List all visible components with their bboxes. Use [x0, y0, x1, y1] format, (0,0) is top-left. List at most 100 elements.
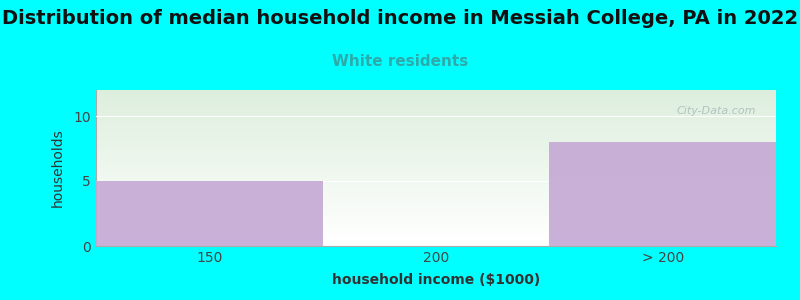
Bar — [96, 127, 776, 128]
Bar — [96, 178, 776, 179]
Bar — [96, 243, 776, 244]
Bar — [96, 167, 776, 168]
Bar — [96, 110, 776, 111]
Bar — [96, 210, 776, 211]
Bar — [96, 93, 776, 94]
Bar — [96, 200, 776, 201]
Bar — [96, 227, 776, 228]
Bar — [96, 130, 776, 131]
Bar — [96, 242, 776, 243]
Bar — [96, 192, 776, 193]
Bar — [96, 183, 776, 184]
Bar — [96, 222, 776, 223]
Bar — [96, 235, 776, 236]
Bar — [96, 109, 776, 110]
Bar — [96, 145, 776, 146]
Bar — [96, 162, 776, 163]
Bar — [96, 211, 776, 212]
Bar — [96, 121, 776, 122]
Bar — [96, 114, 776, 115]
Bar — [96, 209, 776, 210]
Bar — [96, 233, 776, 234]
Bar — [96, 237, 776, 238]
Bar — [96, 217, 776, 218]
Bar — [96, 112, 776, 113]
Bar — [96, 98, 776, 99]
Bar — [96, 118, 776, 119]
Bar — [96, 147, 776, 148]
Bar — [96, 213, 776, 214]
Bar — [96, 90, 776, 91]
Bar — [96, 234, 776, 235]
Bar — [96, 244, 776, 245]
Bar — [96, 111, 776, 112]
Bar — [96, 141, 776, 142]
Y-axis label: households: households — [51, 129, 65, 207]
Bar — [96, 120, 776, 121]
Bar — [96, 164, 776, 165]
Bar — [96, 165, 776, 166]
Bar — [96, 224, 776, 225]
Bar — [96, 101, 776, 102]
Bar — [96, 148, 776, 149]
Bar — [96, 172, 776, 173]
Bar — [96, 95, 776, 96]
Bar — [96, 151, 776, 152]
Bar — [96, 236, 776, 237]
Bar — [96, 199, 776, 200]
Bar — [96, 179, 776, 180]
Bar — [96, 170, 776, 171]
Bar — [96, 169, 776, 170]
Bar — [96, 115, 776, 116]
Bar — [96, 161, 776, 162]
Bar — [96, 214, 776, 215]
Bar — [96, 150, 776, 151]
Bar — [96, 134, 776, 135]
Bar — [96, 197, 776, 198]
Bar — [96, 231, 776, 232]
Bar — [96, 190, 776, 191]
Bar — [96, 106, 776, 107]
Bar — [96, 173, 776, 174]
Bar — [96, 225, 776, 226]
Bar — [96, 143, 776, 144]
Bar — [96, 158, 776, 159]
Bar — [96, 123, 776, 124]
Bar — [96, 133, 776, 134]
Bar — [96, 176, 776, 177]
Bar — [96, 104, 776, 105]
Bar — [96, 230, 776, 231]
Bar — [96, 204, 776, 205]
Bar — [96, 185, 776, 186]
Bar — [96, 180, 776, 181]
Bar — [96, 171, 776, 172]
Bar — [96, 168, 776, 169]
Text: City-Data.com: City-Data.com — [676, 106, 755, 116]
Bar — [96, 94, 776, 95]
Bar — [96, 232, 776, 233]
Bar — [96, 223, 776, 224]
Bar — [96, 205, 776, 206]
Bar — [96, 129, 776, 130]
Text: White residents: White residents — [332, 54, 468, 69]
Bar — [96, 154, 776, 155]
Bar — [96, 191, 776, 192]
Bar — [96, 140, 776, 141]
Bar — [96, 229, 776, 230]
Bar — [96, 240, 776, 241]
Bar — [96, 142, 776, 143]
Bar — [96, 238, 776, 239]
Bar — [96, 219, 776, 220]
X-axis label: household income ($1000): household income ($1000) — [332, 273, 540, 287]
Bar — [96, 186, 776, 187]
Bar — [96, 175, 776, 176]
Bar — [96, 135, 776, 136]
Bar — [96, 220, 776, 221]
Bar — [96, 108, 776, 109]
Bar — [96, 194, 776, 195]
Bar — [96, 221, 776, 222]
Bar — [96, 105, 776, 106]
Bar — [96, 212, 776, 213]
Bar — [96, 239, 776, 240]
Bar — [96, 195, 776, 196]
